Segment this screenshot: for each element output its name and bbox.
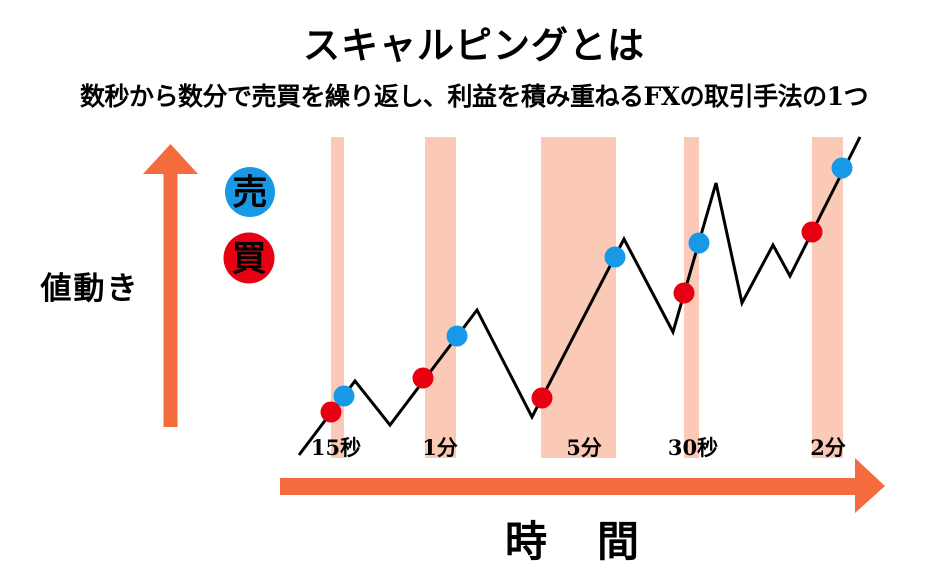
band-duration-label: 2分 <box>810 435 846 460</box>
right-arrow-shaft <box>280 478 856 495</box>
buy-marker <box>801 221 823 243</box>
sell-marker <box>688 232 710 254</box>
band-duration-label: 1分 <box>422 435 458 460</box>
sell-marker <box>333 385 355 407</box>
sell-marker <box>831 157 853 179</box>
trade-markers-layer <box>320 157 853 423</box>
trade-duration-band <box>331 137 344 458</box>
subtitle: 数秒から数分で売買を繰り返し、利益を積み重ねるFXの取引手法の1つ <box>79 82 869 111</box>
legend: 売 買 <box>223 167 275 284</box>
up-arrow-shaft <box>163 170 178 427</box>
band-duration-label: 30秒 <box>668 435 718 460</box>
band-duration-label: 5分 <box>566 435 602 460</box>
axis-label-price: 値動き <box>40 271 140 307</box>
trade-duration-band <box>812 137 843 458</box>
price-line <box>297 136 862 456</box>
band-duration-label: 15秒 <box>311 435 361 460</box>
up-arrow-head-icon <box>143 144 198 174</box>
legend-buy-label: 買 <box>231 239 266 280</box>
buy-marker <box>673 282 695 304</box>
legend-sell-marker <box>225 167 275 217</box>
trade-duration-band <box>425 137 456 458</box>
legend-sell-label: 売 <box>232 173 267 214</box>
time-axis-arrow <box>280 458 885 513</box>
sell-marker <box>446 325 468 347</box>
price-line-layer <box>297 136 862 456</box>
sell-marker <box>604 246 626 268</box>
trade-duration-band <box>541 137 616 458</box>
right-arrow-head-icon <box>855 458 885 513</box>
buy-marker <box>320 401 342 423</box>
page-title: スキャルピングとは <box>303 23 645 67</box>
trade-bands-layer: 15秒 1分 5分 30秒 2分 <box>311 137 846 460</box>
legend-buy-marker <box>223 232 275 284</box>
buy-marker <box>412 367 434 389</box>
buy-marker <box>531 387 553 409</box>
price-axis-arrow <box>143 144 198 427</box>
axis-label-time: 時 間 <box>505 517 643 566</box>
